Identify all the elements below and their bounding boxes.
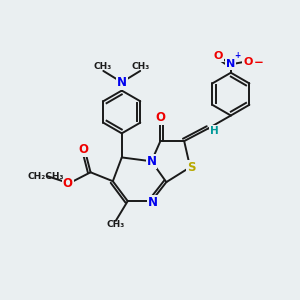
Text: +: + <box>234 51 241 60</box>
Text: N: N <box>148 196 158 209</box>
Text: H: H <box>210 126 219 136</box>
Text: −: − <box>254 56 264 69</box>
Text: N: N <box>117 76 127 89</box>
Text: N: N <box>226 59 236 69</box>
Text: O: O <box>243 57 253 67</box>
Text: S: S <box>188 161 196 174</box>
Text: CH₃: CH₃ <box>94 62 112 71</box>
Text: CH₃: CH₃ <box>107 220 125 229</box>
Text: CH₂CH₃: CH₂CH₃ <box>28 172 64 181</box>
Text: N: N <box>146 155 157 168</box>
Text: O: O <box>155 111 165 124</box>
Text: CH₃: CH₃ <box>132 62 150 71</box>
Text: O: O <box>214 51 223 61</box>
Text: O: O <box>79 142 89 156</box>
Text: O: O <box>63 177 73 190</box>
